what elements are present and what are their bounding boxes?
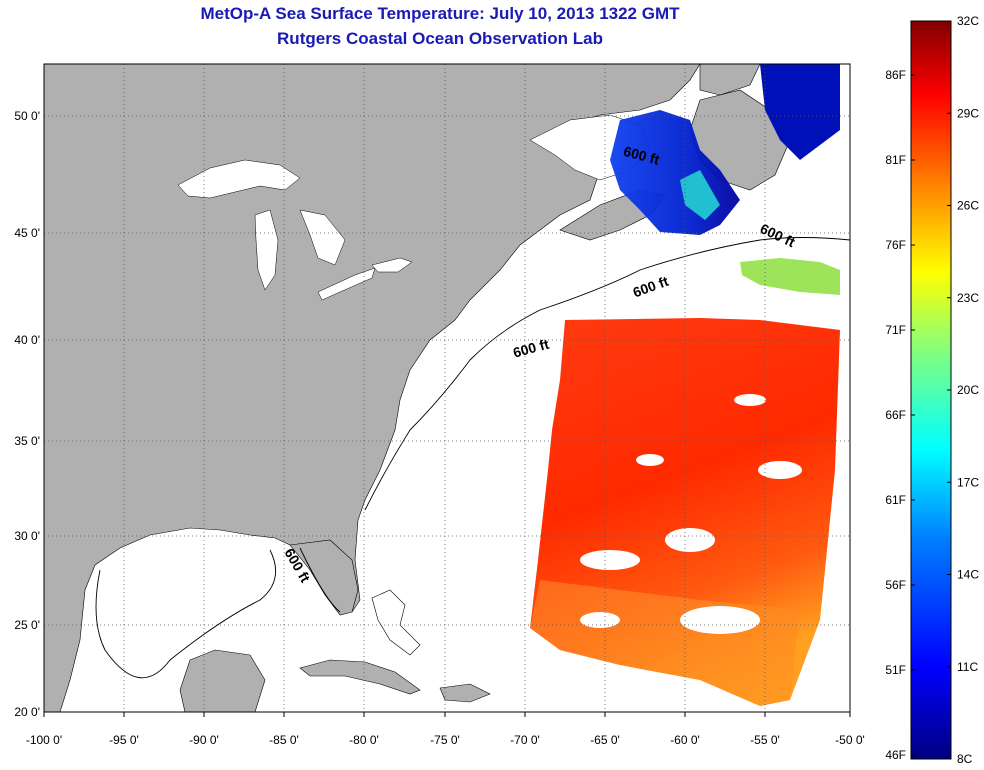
colorbar-fahrenheit-label: 46F xyxy=(885,748,906,762)
lat-tick-label: 25 0' xyxy=(14,618,40,632)
lon-tick-label: -70 0' xyxy=(510,733,540,747)
lake-superior xyxy=(177,159,301,199)
colorbar-fahrenheit-label: 56F xyxy=(885,578,906,592)
yucatan xyxy=(179,649,266,712)
lake-ontario xyxy=(371,257,413,273)
sst-green-patch xyxy=(740,258,840,295)
lon-tick-label: -95 0' xyxy=(109,733,139,747)
colorbar-celsius-label: 11C xyxy=(957,660,978,674)
colorbar-celsius-label: 8C xyxy=(957,752,973,766)
lat-tick-label: 45 0' xyxy=(14,226,40,240)
cloud-gaps xyxy=(580,394,802,634)
colorbar-celsius-label: 32C xyxy=(957,14,979,28)
lon-tick-label: -80 0' xyxy=(349,733,379,747)
lon-tick-label: -90 0' xyxy=(189,733,219,747)
florida xyxy=(289,539,359,616)
colorbar-celsius-label: 26C xyxy=(957,199,979,213)
hispaniola xyxy=(439,683,491,703)
colorbar-fahrenheit-label: 51F xyxy=(885,663,906,677)
lon-tick-label: -50 0' xyxy=(835,733,865,747)
colorbar-celsius-label: 29C xyxy=(957,106,979,120)
colorbar-fahrenheit-label: 71F xyxy=(885,323,906,337)
colorbar-celsius-label: 23C xyxy=(957,291,979,305)
lon-tick-label: -100 0' xyxy=(26,733,62,747)
isobath-600ft xyxy=(95,237,850,679)
colorbar-celsius-label: 14C xyxy=(957,568,979,582)
lat-tick-label: 40 0' xyxy=(14,333,40,347)
lon-tick-label: -55 0' xyxy=(750,733,780,747)
sst-cold-east xyxy=(760,64,840,160)
lon-tick-label: -65 0' xyxy=(590,733,620,747)
labrador xyxy=(699,64,761,96)
lat-tick-label: 30 0' xyxy=(14,529,40,543)
lon-tick-label: -60 0' xyxy=(670,733,700,747)
graticule xyxy=(44,64,850,712)
lat-tick-label: 20 0' xyxy=(14,705,40,719)
lake-erie xyxy=(317,267,376,301)
map-title: MetOp-A Sea Surface Temperature: July 10… xyxy=(200,4,680,23)
lon-tick-label: -85 0' xyxy=(269,733,299,747)
sst-teal-strip xyxy=(680,170,720,220)
lake-huron xyxy=(299,209,346,266)
colorbar-celsius-label: 20C xyxy=(957,383,979,397)
bahamas xyxy=(371,589,421,656)
lake-michigan xyxy=(254,209,279,291)
lat-tick-label: 35 0' xyxy=(14,434,40,448)
colorbar-fahrenheit-label: 81F xyxy=(885,153,906,167)
colorbar-fahrenheit-label: 61F xyxy=(885,493,906,507)
colorbar-celsius-label: 17C xyxy=(957,475,979,489)
lon-tick-label: -75 0' xyxy=(430,733,460,747)
colorbar-fahrenheit-label: 66F xyxy=(885,408,906,422)
colorbar-fahrenheit-label: 86F xyxy=(885,68,906,82)
colorbar-fahrenheit-label: 76F xyxy=(885,238,906,252)
map-frame xyxy=(43,63,851,713)
cuba xyxy=(299,659,421,695)
colorbar xyxy=(910,20,952,760)
lat-tick-label: 50 0' xyxy=(14,109,40,123)
map-subtitle: Rutgers Coastal Ocean Observation Lab xyxy=(277,29,603,48)
